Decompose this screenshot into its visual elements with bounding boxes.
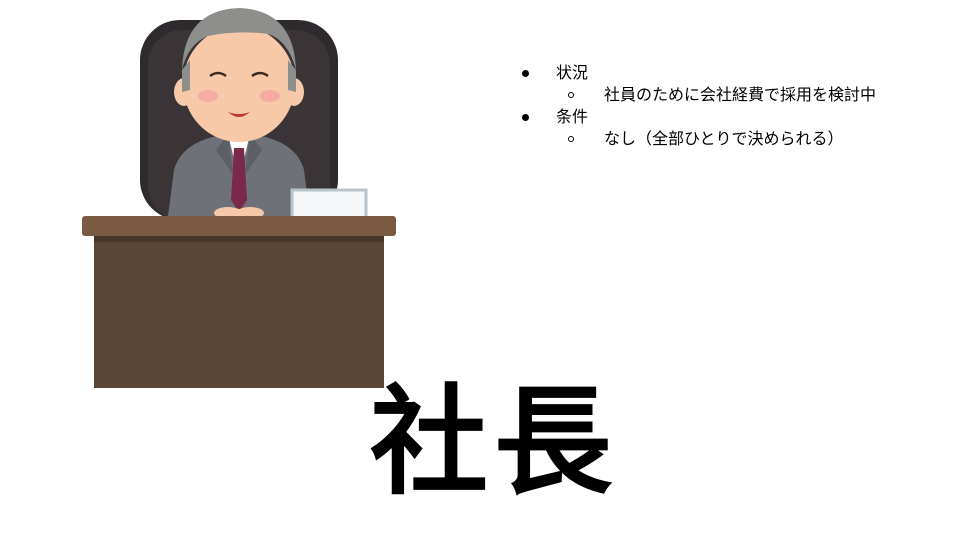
bullet-label: 状況: [556, 63, 589, 82]
document-paper: [290, 188, 368, 220]
sub-bullet-item: なし（全部ひとりで決められる）: [556, 128, 876, 150]
bullet-condition: 条件 なし（全部ひとりで決められる）: [520, 106, 876, 150]
sub-bullet-list: 社員のために会社経費で採用を検討中: [556, 84, 876, 106]
sub-bullet-item: 社員のために会社経費で採用を検討中: [556, 84, 876, 106]
president-head: [174, 8, 304, 142]
president-at-desk-illustration: [82, 8, 396, 388]
role-title: 社長: [370, 373, 619, 511]
bullet-label: 条件: [556, 107, 589, 126]
bullet-list: 状況 社員のために会社経費で採用を検討中 条件 なし（全部ひとりで決められる）: [520, 62, 876, 150]
office-desk: [82, 216, 396, 388]
sub-bullet-list: なし（全部ひとりで決められる）: [556, 128, 876, 150]
bullet-situation: 状況 社員のために会社経費で採用を検討中: [520, 62, 876, 106]
